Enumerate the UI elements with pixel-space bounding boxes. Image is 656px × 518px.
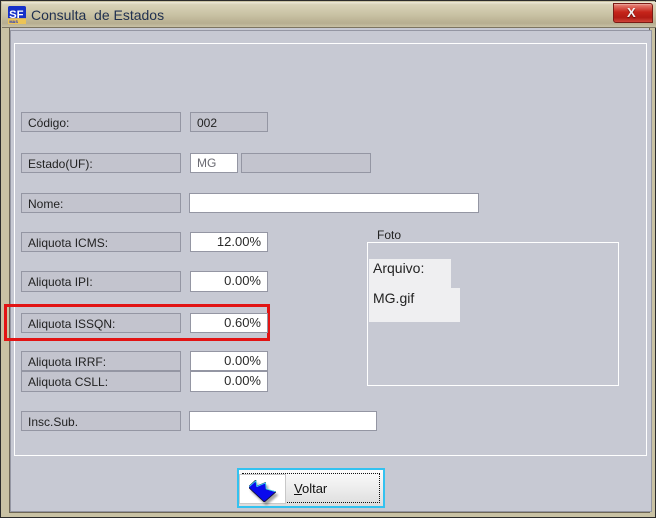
svg-text:MAS: MAS — [9, 19, 18, 24]
